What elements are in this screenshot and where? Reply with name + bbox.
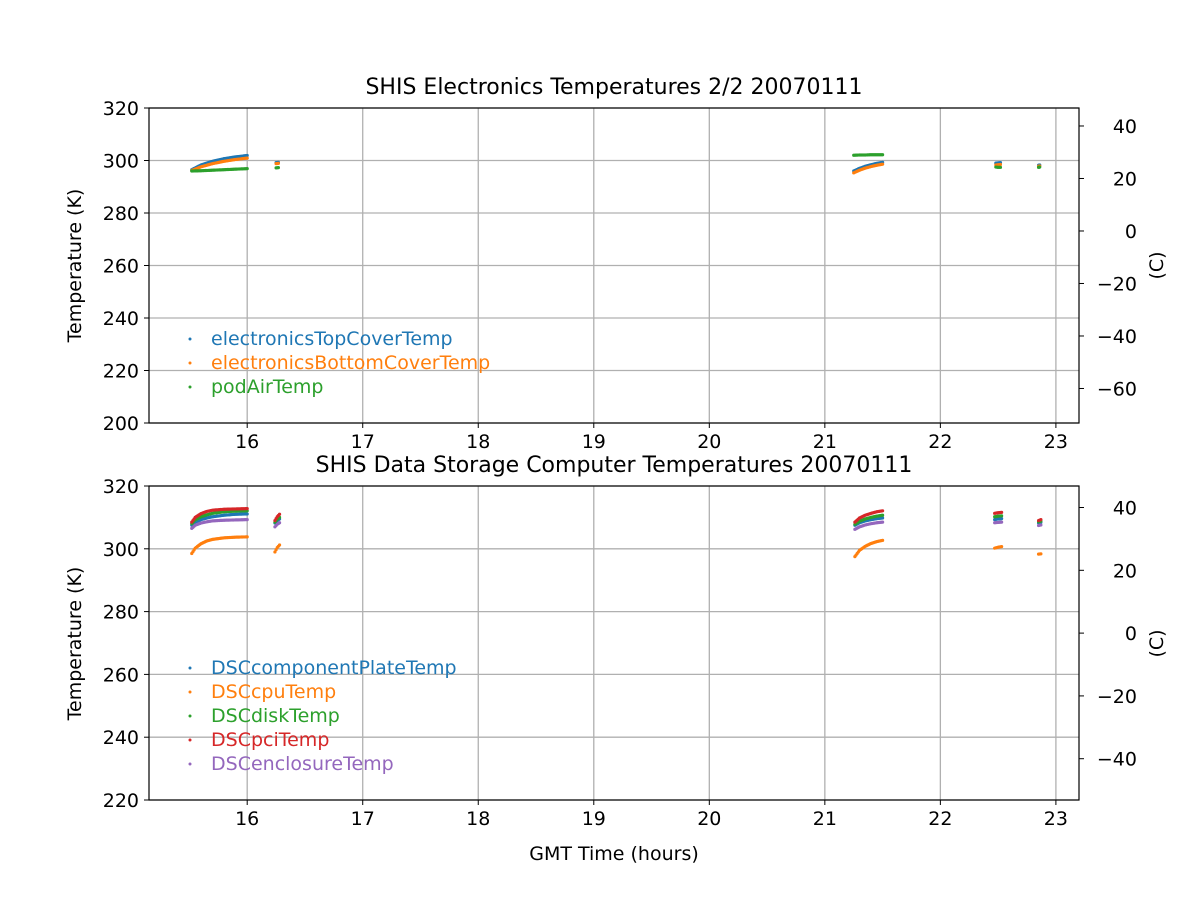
x-tick-label: 18: [466, 431, 490, 453]
x-tick-label: 20: [697, 431, 721, 453]
x-tick-label: 22: [928, 808, 952, 830]
right-y-tick-label: 0: [1125, 623, 1137, 645]
y-tick-label: 200: [103, 413, 139, 435]
data-point: [277, 543, 282, 547]
legend-marker: [188, 738, 192, 742]
y-tick-label: 240: [103, 727, 139, 749]
data-point: [998, 165, 1003, 169]
data-point: [1000, 510, 1004, 514]
right-y-tick-label: 20: [1113, 560, 1137, 582]
right-axis-label: (C): [1146, 629, 1168, 657]
data-point: [881, 162, 885, 166]
x-tick-label: 16: [235, 431, 259, 453]
x-tick-label: 21: [813, 431, 837, 453]
right-y-tick-label: −20: [1097, 273, 1137, 295]
x-tick-label: 17: [351, 431, 375, 453]
legend-label: podAirTemp: [211, 376, 323, 398]
right-y-tick-label: 40: [1113, 498, 1137, 520]
data-point: [1000, 520, 1004, 524]
x-tick-label: 19: [582, 808, 606, 830]
y-tick-label: 300: [103, 151, 139, 173]
panel-title: SHIS Data Storage Computer Temperatures …: [316, 453, 913, 478]
data-point: [245, 535, 249, 539]
right-axis-label: (C): [1146, 251, 1168, 279]
legend-label: DSCcpuTemp: [211, 681, 336, 703]
x-tick-label: 22: [928, 431, 952, 453]
data-point: [881, 516, 885, 520]
legend-marker: [188, 361, 192, 365]
legend-marker: [188, 337, 192, 341]
x-axis-label: GMT Time (hours): [529, 843, 699, 865]
data-point: [881, 509, 885, 513]
right-y-tick-label: −40: [1097, 749, 1137, 771]
data-point: [1038, 165, 1042, 169]
y-tick-label: 320: [103, 476, 139, 498]
legend-marker: [188, 714, 192, 718]
data-point: [998, 162, 1003, 167]
x-tick-label: 19: [582, 431, 606, 453]
y-axis-label: Temperature (K): [64, 189, 86, 344]
x-tick-label: 21: [813, 808, 837, 830]
data-point: [277, 521, 282, 525]
y-tick-label: 320: [103, 98, 139, 120]
y-tick-label: 260: [103, 664, 139, 686]
x-tick-label: 16: [235, 808, 259, 830]
data-point: [881, 513, 885, 517]
legend-label: DSCenclosureTemp: [211, 753, 394, 775]
y-tick-label: 280: [103, 602, 139, 624]
electronics-temperature-panel: SHIS Electronics Temperatures 2/2 200701…: [64, 75, 1168, 453]
x-tick-label: 18: [466, 808, 490, 830]
right-y-tick-label: −20: [1097, 686, 1137, 708]
legend-marker: [188, 762, 192, 766]
y-tick-label: 300: [103, 539, 139, 561]
right-y-tick-label: 20: [1113, 168, 1137, 190]
right-y-tick-label: −60: [1097, 378, 1137, 400]
y-tick-label: 220: [103, 790, 139, 812]
data-point: [1000, 545, 1004, 549]
right-y-tick-label: 0: [1125, 221, 1137, 243]
data-point: [881, 520, 885, 524]
legend-label: DSCpciTemp: [211, 729, 329, 751]
legend-label: electronicsBottomCoverTemp: [211, 352, 490, 374]
right-y-tick-label: −40: [1097, 326, 1137, 348]
x-tick-label: 23: [1044, 808, 1068, 830]
data-point: [881, 153, 885, 157]
y-tick-label: 220: [103, 361, 139, 383]
data-point: [1000, 517, 1004, 521]
data-point: [276, 161, 280, 165]
y-axis-label: Temperature (K): [64, 567, 86, 722]
legend-marker: [188, 385, 192, 389]
y-tick-label: 260: [103, 256, 139, 278]
y-tick-label: 240: [103, 308, 139, 330]
data-point: [1000, 514, 1004, 518]
data-point: [245, 153, 249, 158]
data-point: [245, 512, 249, 516]
data-point: [276, 165, 280, 170]
data-point: [277, 512, 282, 516]
data-point: [245, 156, 249, 160]
legend-label: DSCdiskTemp: [211, 705, 340, 727]
data-point: [1039, 523, 1043, 527]
data-point: [1039, 518, 1043, 522]
x-tick-label: 20: [697, 808, 721, 830]
legend-label: DSCcomponentPlateTemp: [211, 657, 457, 679]
data-point: [1039, 552, 1043, 556]
data-point: [881, 538, 885, 542]
x-tick-label: 23: [1044, 431, 1068, 453]
x-tick-label: 17: [351, 808, 375, 830]
data-storage-temperature-panel: SHIS Data Storage Computer Temperatures …: [64, 453, 1168, 865]
legend-marker: [188, 690, 192, 694]
data-point: [245, 167, 249, 171]
legend-marker: [188, 666, 192, 670]
data-point: [245, 518, 249, 522]
y-tick-label: 280: [103, 203, 139, 225]
plot-frame: [148, 485, 1080, 801]
panel-title: SHIS Electronics Temperatures 2/2 200701…: [365, 75, 862, 100]
right-y-tick-label: 40: [1113, 116, 1137, 138]
data-point: [245, 507, 249, 511]
legend-label: electronicsTopCoverTemp: [211, 328, 453, 350]
